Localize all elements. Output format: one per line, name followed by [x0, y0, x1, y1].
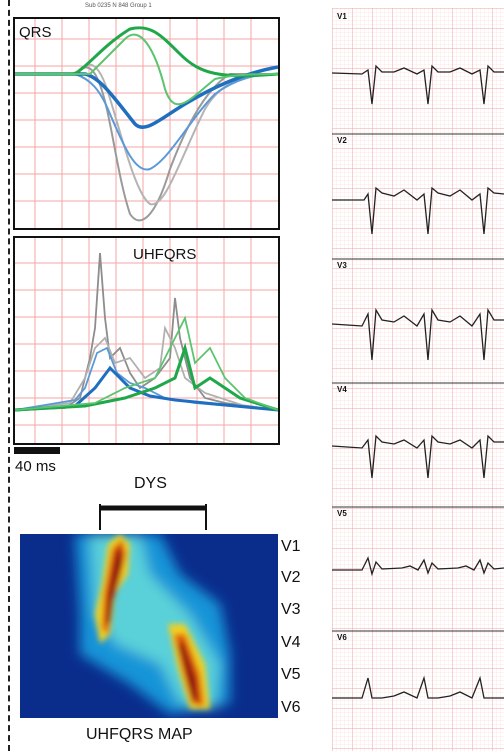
- qrs-panel: QRS: [13, 17, 280, 230]
- map-lead-v6: V6: [281, 699, 301, 716]
- ecg-lead-v4: V4: [337, 385, 347, 394]
- ecg-lead-v2: V2: [337, 136, 347, 145]
- ecg-trace-v2: [332, 186, 504, 235]
- map-hot-layer: [95, 534, 210, 709]
- map-lead-v1: V1: [281, 538, 301, 555]
- uhf-trace-green-1: [15, 342, 278, 412]
- map-lead-v3: V3: [281, 601, 301, 618]
- dys-bracket: [99, 504, 207, 530]
- uhf-trace-blue-thick: [15, 365, 278, 412]
- ecg-trace-v3: [332, 307, 504, 361]
- ecg-trace-v1: [332, 64, 504, 105]
- map-lead-v5: V5: [281, 666, 301, 683]
- qrs-trace-blue-1: [15, 73, 278, 171]
- qrs-plot: [15, 19, 278, 228]
- ecg-lead-v1: V1: [337, 12, 347, 21]
- uhfqrs-plot: [15, 238, 278, 443]
- uhfqrs-map-heat: [75, 534, 230, 714]
- map-lead-v2: V2: [281, 569, 301, 586]
- dys-label: DYS: [134, 475, 167, 492]
- qrs-grid: [15, 19, 278, 228]
- map-lead-v4: V4: [281, 634, 301, 651]
- ecg-trace-v6: [332, 675, 504, 699]
- qrs-trace-green-1: [15, 26, 278, 78]
- uhfqrs-panel: UHFQRS: [13, 236, 280, 445]
- uhfqrs-label: UHFQRS: [133, 246, 197, 263]
- qrs-traces: [15, 26, 278, 222]
- qrs-trace-blue-thick: [15, 65, 278, 129]
- qrs-label: QRS: [19, 24, 52, 41]
- time-scale-label: 40 ms: [15, 458, 56, 475]
- time-scale-bar: [14, 447, 60, 454]
- uhf-trace-green-2: [15, 315, 278, 411]
- map-title: UHFQRS MAP: [86, 726, 193, 743]
- ecg-separators: [332, 133, 504, 632]
- ecg-trace-v5: [332, 556, 504, 577]
- uhf-trace-blue-1: [15, 346, 278, 411]
- qrs-trace-gray-1: [15, 66, 278, 222]
- ecg-grid: [332, 8, 504, 751]
- qrs-trace-gray-2: [15, 63, 278, 206]
- ecg-lead-v3: V3: [337, 261, 347, 270]
- uhf-trace-gray-2: [15, 324, 278, 411]
- ecg-trace-v4: [332, 434, 504, 479]
- dashed-separator: [8, 0, 10, 751]
- ecg-plot: [332, 8, 504, 751]
- uhfqrs-map: [20, 534, 278, 718]
- ecg-lead-v6: V6: [337, 633, 347, 642]
- uhf-trace-gray-1: [15, 252, 278, 411]
- subject-header: Sub 0235 N 848 Group 1: [85, 3, 152, 9]
- ecg-strip: [332, 8, 504, 751]
- ecg-lead-v5: V5: [337, 509, 347, 518]
- uhfqrs-traces: [15, 252, 278, 412]
- ecg-traces: [332, 64, 504, 699]
- qrs-trace-green-2: [15, 33, 278, 106]
- uhfqrs-grid: [15, 238, 278, 443]
